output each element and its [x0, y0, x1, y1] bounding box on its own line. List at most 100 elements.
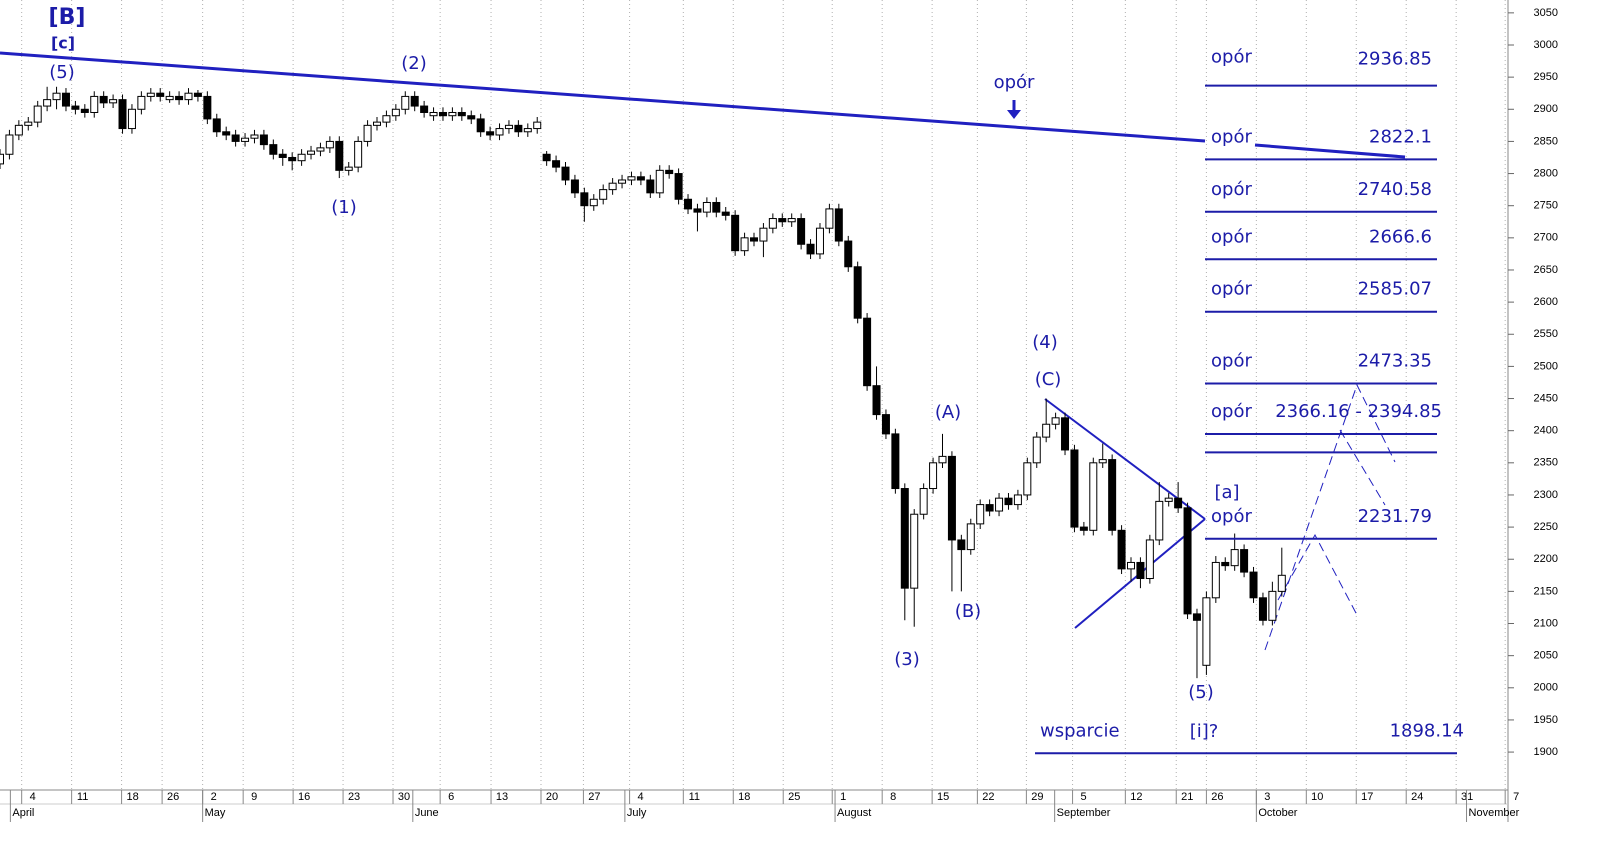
- candle-body: [382, 115, 391, 123]
- y-tick-label: 2150: [1534, 585, 1558, 597]
- candle-body: [14, 124, 23, 136]
- candle-body: [448, 111, 457, 117]
- candle-body: [1061, 417, 1070, 451]
- candle-body: [109, 99, 118, 104]
- level-value: 2473.35: [1358, 351, 1432, 372]
- level-label: opór: [1211, 401, 1252, 422]
- candle-body: [655, 169, 664, 194]
- wave-label: [i]?: [1190, 721, 1219, 742]
- wave-label: (1): [331, 197, 357, 218]
- wave-label: (3): [894, 649, 920, 670]
- candle-body: [165, 95, 174, 101]
- candle-body: [118, 99, 127, 130]
- wave-label: [B]: [49, 5, 86, 30]
- x-tick-label: 18: [126, 791, 138, 803]
- candle-body: [872, 385, 881, 416]
- candle-body: [929, 462, 938, 490]
- candle-body: [646, 179, 655, 194]
- x-tick-label: 8: [890, 791, 896, 803]
- month-label: July: [627, 807, 647, 819]
- candle-body: [363, 124, 372, 142]
- candle-body: [504, 124, 513, 130]
- y-tick-label: 2750: [1534, 200, 1558, 212]
- wave-label: (B): [955, 601, 981, 622]
- candle-body: [467, 115, 476, 120]
- x-tick-label: 29: [1031, 791, 1043, 803]
- candle-body: [71, 105, 80, 110]
- candle-body: [137, 95, 146, 110]
- candle-body: [1258, 597, 1267, 621]
- candle-body: [806, 243, 815, 255]
- x-tick-label: 1: [840, 791, 846, 803]
- candle-body: [712, 201, 721, 213]
- candle-body: [599, 189, 608, 200]
- drawings: [0, 51, 1406, 651]
- level-label: opór: [1211, 179, 1252, 200]
- x-tick-label: 31: [1461, 791, 1473, 803]
- x-tick-label: 30: [398, 791, 410, 803]
- candle-body: [1042, 423, 1051, 438]
- y-tick-label: 2000: [1534, 682, 1558, 694]
- x-tick-label: 9: [251, 791, 257, 803]
- candle-body: [1013, 494, 1022, 506]
- candle-body: [90, 95, 99, 113]
- candle-body: [476, 118, 485, 133]
- candle-body: [702, 201, 711, 213]
- candle-body: [1240, 549, 1249, 573]
- candle-body: [721, 211, 730, 216]
- x-tick-label: 26: [167, 791, 179, 803]
- x-tick-label: 16: [298, 791, 310, 803]
- candle-body: [373, 121, 381, 126]
- labels: 2936.85 opór 2822.1 opór 2740.58 opór 2666.6 op…: [49, 5, 1464, 755]
- candle-body: [354, 140, 363, 168]
- candle-body: [618, 179, 627, 184]
- candle-body: [43, 99, 52, 107]
- x-tick-label: 15: [937, 791, 949, 803]
- x-tick-label: 6: [448, 791, 454, 803]
- candle-body: [608, 182, 617, 191]
- candle-body: [438, 111, 447, 117]
- candle-body: [241, 137, 250, 142]
- candle-body: [1004, 497, 1013, 506]
- candle-body: [514, 124, 523, 133]
- x-tick-label: 25: [788, 791, 800, 803]
- y-tick-label: 2500: [1534, 360, 1558, 372]
- candle-body: [891, 433, 900, 490]
- candle-body: [731, 214, 740, 252]
- candle-body: [52, 92, 61, 101]
- candle-body: [1249, 571, 1258, 599]
- candle-body: [410, 95, 419, 107]
- wave-label: (4): [1032, 332, 1058, 353]
- y-tick-label: 2900: [1534, 103, 1558, 115]
- y-tick-label: 2350: [1534, 457, 1558, 469]
- candle-body: [5, 134, 14, 155]
- candle-body: [146, 92, 155, 97]
- candle-body: [844, 240, 853, 268]
- candle-body: [24, 121, 33, 126]
- level-value: 2585.07: [1358, 279, 1432, 300]
- candle-body: [768, 218, 777, 229]
- wave-label: (5): [49, 62, 75, 83]
- candle-body: [759, 227, 768, 242]
- candle-body: [570, 179, 579, 194]
- x-tick-label: 10: [1311, 791, 1323, 803]
- candle-body: [1136, 561, 1145, 580]
- candle-body: [1155, 500, 1164, 541]
- candle-body: [1079, 526, 1088, 531]
- month-label: April: [12, 807, 34, 819]
- candle-body: [1145, 539, 1154, 580]
- y-tick-label: 2700: [1534, 232, 1558, 244]
- trend-line: [0, 51, 1206, 143]
- candle-body: [1164, 497, 1173, 502]
- candle-body: [203, 95, 212, 120]
- x-tick-label: 3: [1264, 791, 1270, 803]
- candle-body: [80, 108, 89, 113]
- y-tick-label: 2950: [1534, 71, 1558, 83]
- projection-line: [1277, 533, 1358, 616]
- candle-body: [1221, 561, 1230, 567]
- candles: [0, 86, 1286, 679]
- level-label: opór: [1211, 226, 1252, 247]
- x-tick-label: 5: [1081, 791, 1087, 803]
- x-tick-label: 2: [211, 791, 217, 803]
